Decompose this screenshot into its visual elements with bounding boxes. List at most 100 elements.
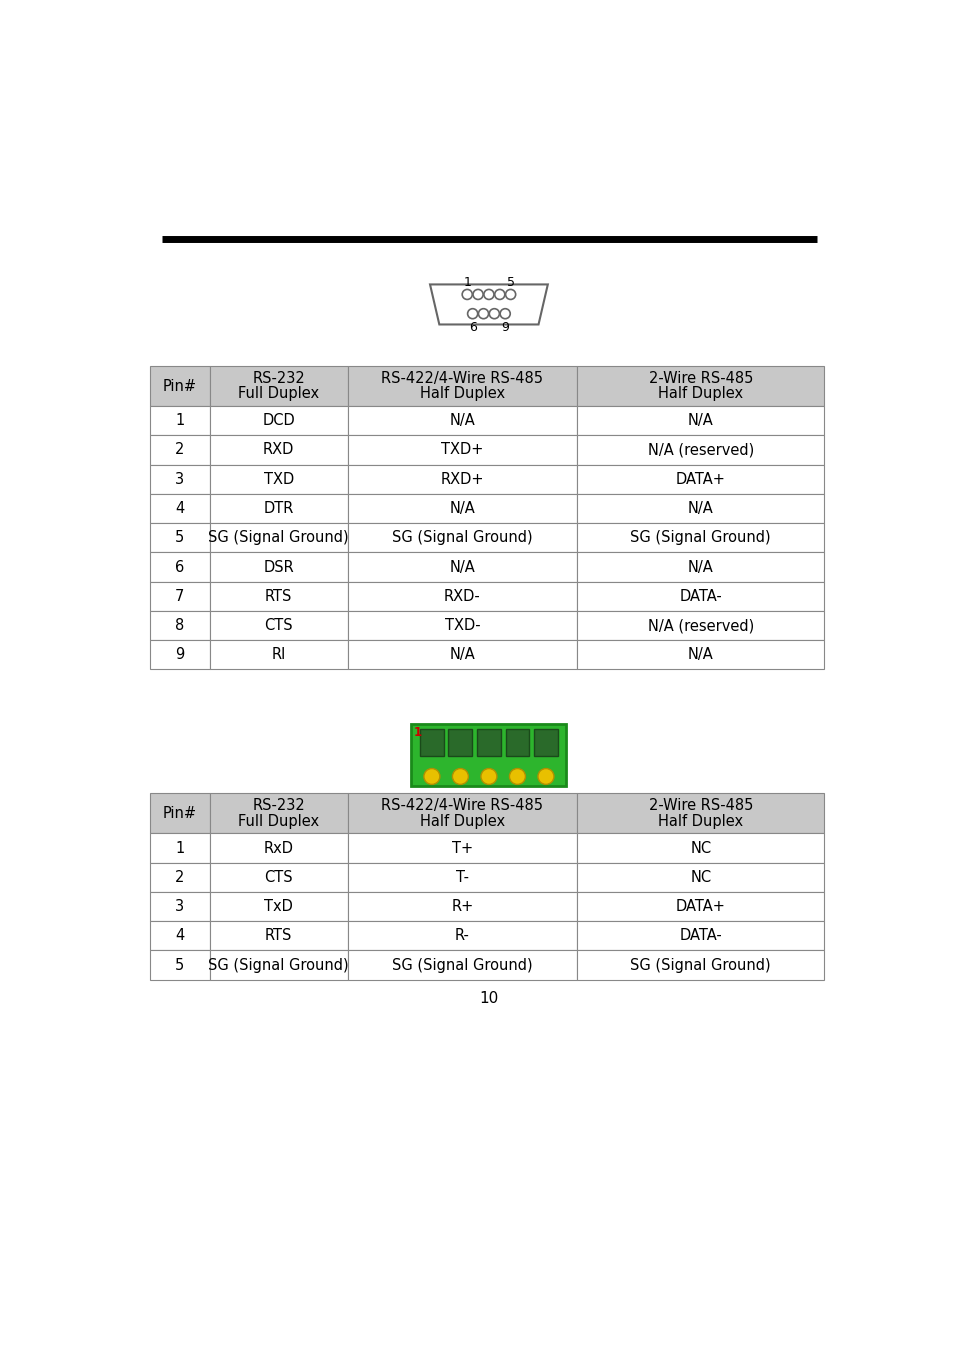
Text: 4: 4: [175, 501, 184, 516]
Bar: [348, 406, 577, 435]
Text: TXD-: TXD-: [444, 618, 479, 633]
Text: TXD+: TXD+: [441, 443, 483, 458]
Circle shape: [499, 309, 510, 319]
Text: 5: 5: [175, 531, 184, 545]
Bar: [210, 464, 348, 494]
Circle shape: [509, 768, 525, 784]
Text: Pin#: Pin#: [163, 378, 196, 394]
Bar: [348, 494, 577, 524]
Text: 2: 2: [175, 869, 185, 884]
Bar: [348, 794, 577, 833]
Text: SG (Signal Ground): SG (Signal Ground): [630, 531, 770, 545]
Text: 9: 9: [500, 321, 509, 333]
Bar: [210, 863, 348, 892]
Bar: [348, 435, 577, 464]
Text: Half Duplex: Half Duplex: [658, 814, 742, 829]
Bar: [150, 494, 210, 524]
Bar: [577, 950, 823, 980]
Bar: [577, 494, 823, 524]
Bar: [150, 892, 210, 921]
Bar: [348, 524, 577, 552]
Circle shape: [505, 289, 516, 300]
Text: N/A (reserved): N/A (reserved): [647, 618, 753, 633]
Text: 9: 9: [175, 647, 184, 663]
Text: SG (Signal Ground): SG (Signal Ground): [208, 531, 349, 545]
Text: Half Duplex: Half Duplex: [419, 386, 504, 401]
Bar: [348, 612, 577, 640]
Bar: [150, 435, 210, 464]
Bar: [210, 921, 348, 950]
Bar: [150, 950, 210, 980]
Text: 7: 7: [175, 589, 185, 603]
Text: N/A: N/A: [687, 501, 713, 516]
Text: RS-422/4-Wire RS-485: RS-422/4-Wire RS-485: [381, 371, 543, 386]
Text: DATA-: DATA-: [679, 929, 721, 944]
Bar: [210, 794, 348, 833]
Bar: [210, 552, 348, 582]
Text: 1: 1: [175, 841, 184, 856]
Bar: [348, 892, 577, 921]
Bar: [534, 729, 558, 756]
Bar: [348, 582, 577, 612]
Text: 6: 6: [175, 559, 184, 575]
Text: SG (Signal Ground): SG (Signal Ground): [392, 531, 532, 545]
Bar: [210, 494, 348, 524]
Bar: [577, 464, 823, 494]
Text: N/A: N/A: [449, 647, 475, 663]
Text: Half Duplex: Half Duplex: [419, 814, 504, 829]
Text: R-: R-: [455, 929, 470, 944]
Text: SG (Signal Ground): SG (Signal Ground): [392, 957, 532, 972]
Text: 2-Wire RS-485: 2-Wire RS-485: [648, 798, 752, 813]
Circle shape: [483, 289, 494, 300]
Bar: [210, 406, 348, 435]
Bar: [150, 366, 210, 406]
Text: Full Duplex: Full Duplex: [238, 386, 319, 401]
Text: N/A: N/A: [449, 559, 475, 575]
Bar: [348, 640, 577, 670]
Text: DATA-: DATA-: [679, 589, 721, 603]
Bar: [150, 524, 210, 552]
Text: CTS: CTS: [264, 869, 293, 884]
Bar: [577, 612, 823, 640]
Bar: [577, 435, 823, 464]
Circle shape: [473, 289, 482, 300]
Bar: [577, 892, 823, 921]
Text: DATA+: DATA+: [675, 899, 725, 914]
Bar: [150, 406, 210, 435]
Bar: [505, 729, 529, 756]
Text: SG (Signal Ground): SG (Signal Ground): [630, 957, 770, 972]
Text: DTR: DTR: [263, 501, 294, 516]
Text: RXD-: RXD-: [443, 589, 480, 603]
Bar: [348, 464, 577, 494]
Bar: [577, 863, 823, 892]
Text: 4: 4: [175, 929, 184, 944]
Bar: [150, 464, 210, 494]
Text: RXD: RXD: [263, 443, 294, 458]
Bar: [210, 950, 348, 980]
Text: 3: 3: [175, 471, 184, 487]
Text: N/A: N/A: [449, 413, 475, 428]
Bar: [577, 524, 823, 552]
Bar: [150, 921, 210, 950]
Bar: [150, 640, 210, 670]
Text: RS-232: RS-232: [252, 798, 305, 813]
Bar: [348, 950, 577, 980]
Bar: [210, 612, 348, 640]
Text: TxD: TxD: [264, 899, 293, 914]
Text: 1: 1: [175, 413, 184, 428]
Text: RS-232: RS-232: [252, 371, 305, 386]
Text: NC: NC: [689, 841, 711, 856]
Bar: [577, 582, 823, 612]
Text: Half Duplex: Half Duplex: [658, 386, 742, 401]
Circle shape: [452, 768, 468, 784]
Circle shape: [467, 309, 477, 319]
Text: 2-Wire RS-485: 2-Wire RS-485: [648, 371, 752, 386]
Circle shape: [495, 289, 504, 300]
Bar: [210, 366, 348, 406]
Bar: [150, 612, 210, 640]
Bar: [210, 435, 348, 464]
Text: 2: 2: [175, 443, 185, 458]
Bar: [476, 729, 500, 756]
Text: NC: NC: [689, 869, 711, 884]
Bar: [577, 552, 823, 582]
